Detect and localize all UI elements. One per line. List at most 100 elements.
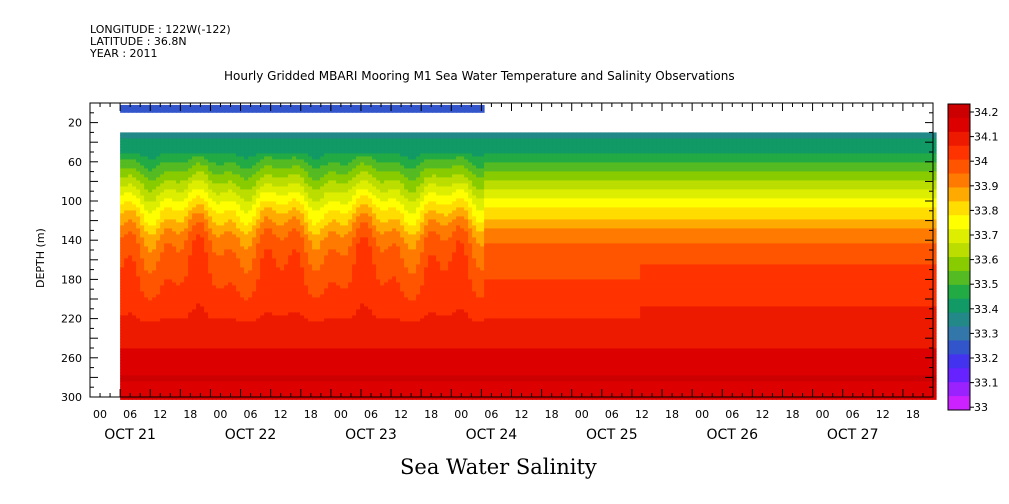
heat-cell xyxy=(136,333,141,337)
heat-cell xyxy=(220,237,225,241)
heat-cell xyxy=(204,219,209,223)
heat-cell xyxy=(144,387,149,391)
heat-cell xyxy=(228,207,233,211)
heat-cell xyxy=(144,219,149,223)
heat-cell xyxy=(188,246,193,250)
heat-cell xyxy=(224,321,229,325)
heat-cell xyxy=(224,138,229,142)
heat-cell xyxy=(332,183,337,187)
heat-cell xyxy=(284,357,289,361)
heat-cell xyxy=(176,195,181,199)
heat-cell xyxy=(160,267,165,271)
heat-cell xyxy=(236,183,241,187)
heat-cell xyxy=(324,315,329,319)
heat-cell xyxy=(204,288,209,292)
heat-cell xyxy=(236,267,241,271)
heat-cell xyxy=(196,306,201,310)
heat-cell xyxy=(260,234,265,238)
heat-cell xyxy=(304,378,309,382)
heat-cell xyxy=(236,264,241,268)
heat-cell xyxy=(288,333,293,337)
heat-cell xyxy=(216,177,221,181)
heat-cell xyxy=(324,195,329,199)
heat-cell xyxy=(308,342,313,346)
heat-cell xyxy=(136,210,141,214)
heat-cell xyxy=(188,258,193,262)
heat-cell xyxy=(156,138,161,142)
heat-cell xyxy=(220,201,225,205)
heat-cell xyxy=(156,321,161,325)
heat-cell xyxy=(160,387,165,391)
heat-cell xyxy=(248,135,253,139)
heat-cell xyxy=(276,231,281,235)
heat-cell xyxy=(168,246,173,250)
heat-cell xyxy=(208,225,213,229)
heat-cell xyxy=(148,249,153,253)
heat-cell xyxy=(200,396,205,400)
heat-cell xyxy=(164,303,169,307)
heat-cell xyxy=(180,354,185,358)
heat-cell xyxy=(328,141,333,145)
heat-cell xyxy=(144,351,149,355)
heat-cell xyxy=(128,369,133,373)
heat-cell xyxy=(240,315,245,319)
heat-cell xyxy=(336,171,341,175)
heat-cell xyxy=(288,273,293,277)
heat-cell xyxy=(196,168,201,172)
heat-cell xyxy=(328,303,333,307)
heat-cell xyxy=(320,156,325,160)
heat-cell xyxy=(176,222,181,226)
heat-cell xyxy=(240,264,245,268)
heat-cell xyxy=(240,201,245,205)
heat-cell xyxy=(256,162,261,166)
heat-cell xyxy=(308,252,313,256)
heat-cell xyxy=(252,258,257,262)
heat-cell xyxy=(152,336,157,340)
heat-cell xyxy=(188,207,193,211)
heat-cell xyxy=(288,276,293,280)
heat-cell xyxy=(232,168,237,172)
heat-cell xyxy=(216,345,221,349)
heat-cell xyxy=(288,297,293,301)
heat-cell xyxy=(336,303,341,307)
heat-cell xyxy=(140,249,145,253)
heat-cell xyxy=(236,300,241,304)
heat-cell xyxy=(288,246,293,250)
heat-cell xyxy=(124,387,129,391)
heat-cell xyxy=(204,372,209,376)
heat-cell xyxy=(252,165,257,169)
heat-cell xyxy=(184,195,189,199)
heat-cell xyxy=(320,279,325,283)
heat-cell xyxy=(276,180,281,184)
heat-cell xyxy=(312,360,317,364)
heat-cell xyxy=(272,138,277,142)
heat-cell xyxy=(316,177,321,181)
heat-cell xyxy=(196,153,201,157)
heat-cell xyxy=(128,225,133,229)
heat-cell xyxy=(128,297,133,301)
heat-cell xyxy=(300,141,305,145)
heat-cell xyxy=(164,351,169,355)
heat-cell xyxy=(200,279,205,283)
heat-cell xyxy=(296,252,301,256)
heat-cell xyxy=(280,321,285,325)
heat-cell xyxy=(128,222,133,226)
heat-cell xyxy=(272,387,277,391)
heat-cell xyxy=(308,249,313,253)
heat-cell xyxy=(228,324,233,328)
heat-cell xyxy=(396,104,401,113)
heat-cell xyxy=(256,342,261,346)
heat-cell xyxy=(164,147,169,151)
heat-cell xyxy=(156,198,161,202)
heat-cell xyxy=(188,138,193,142)
heat-cell xyxy=(172,273,177,277)
heat-cell xyxy=(184,384,189,388)
heat-cell xyxy=(236,309,241,313)
heat-cell xyxy=(204,354,209,358)
heat-cell xyxy=(188,279,193,283)
heat-cell xyxy=(184,156,189,160)
heat-cell xyxy=(176,192,181,196)
heat-cell xyxy=(144,342,149,346)
heat-cell xyxy=(168,144,173,148)
heat-cell xyxy=(128,357,133,361)
